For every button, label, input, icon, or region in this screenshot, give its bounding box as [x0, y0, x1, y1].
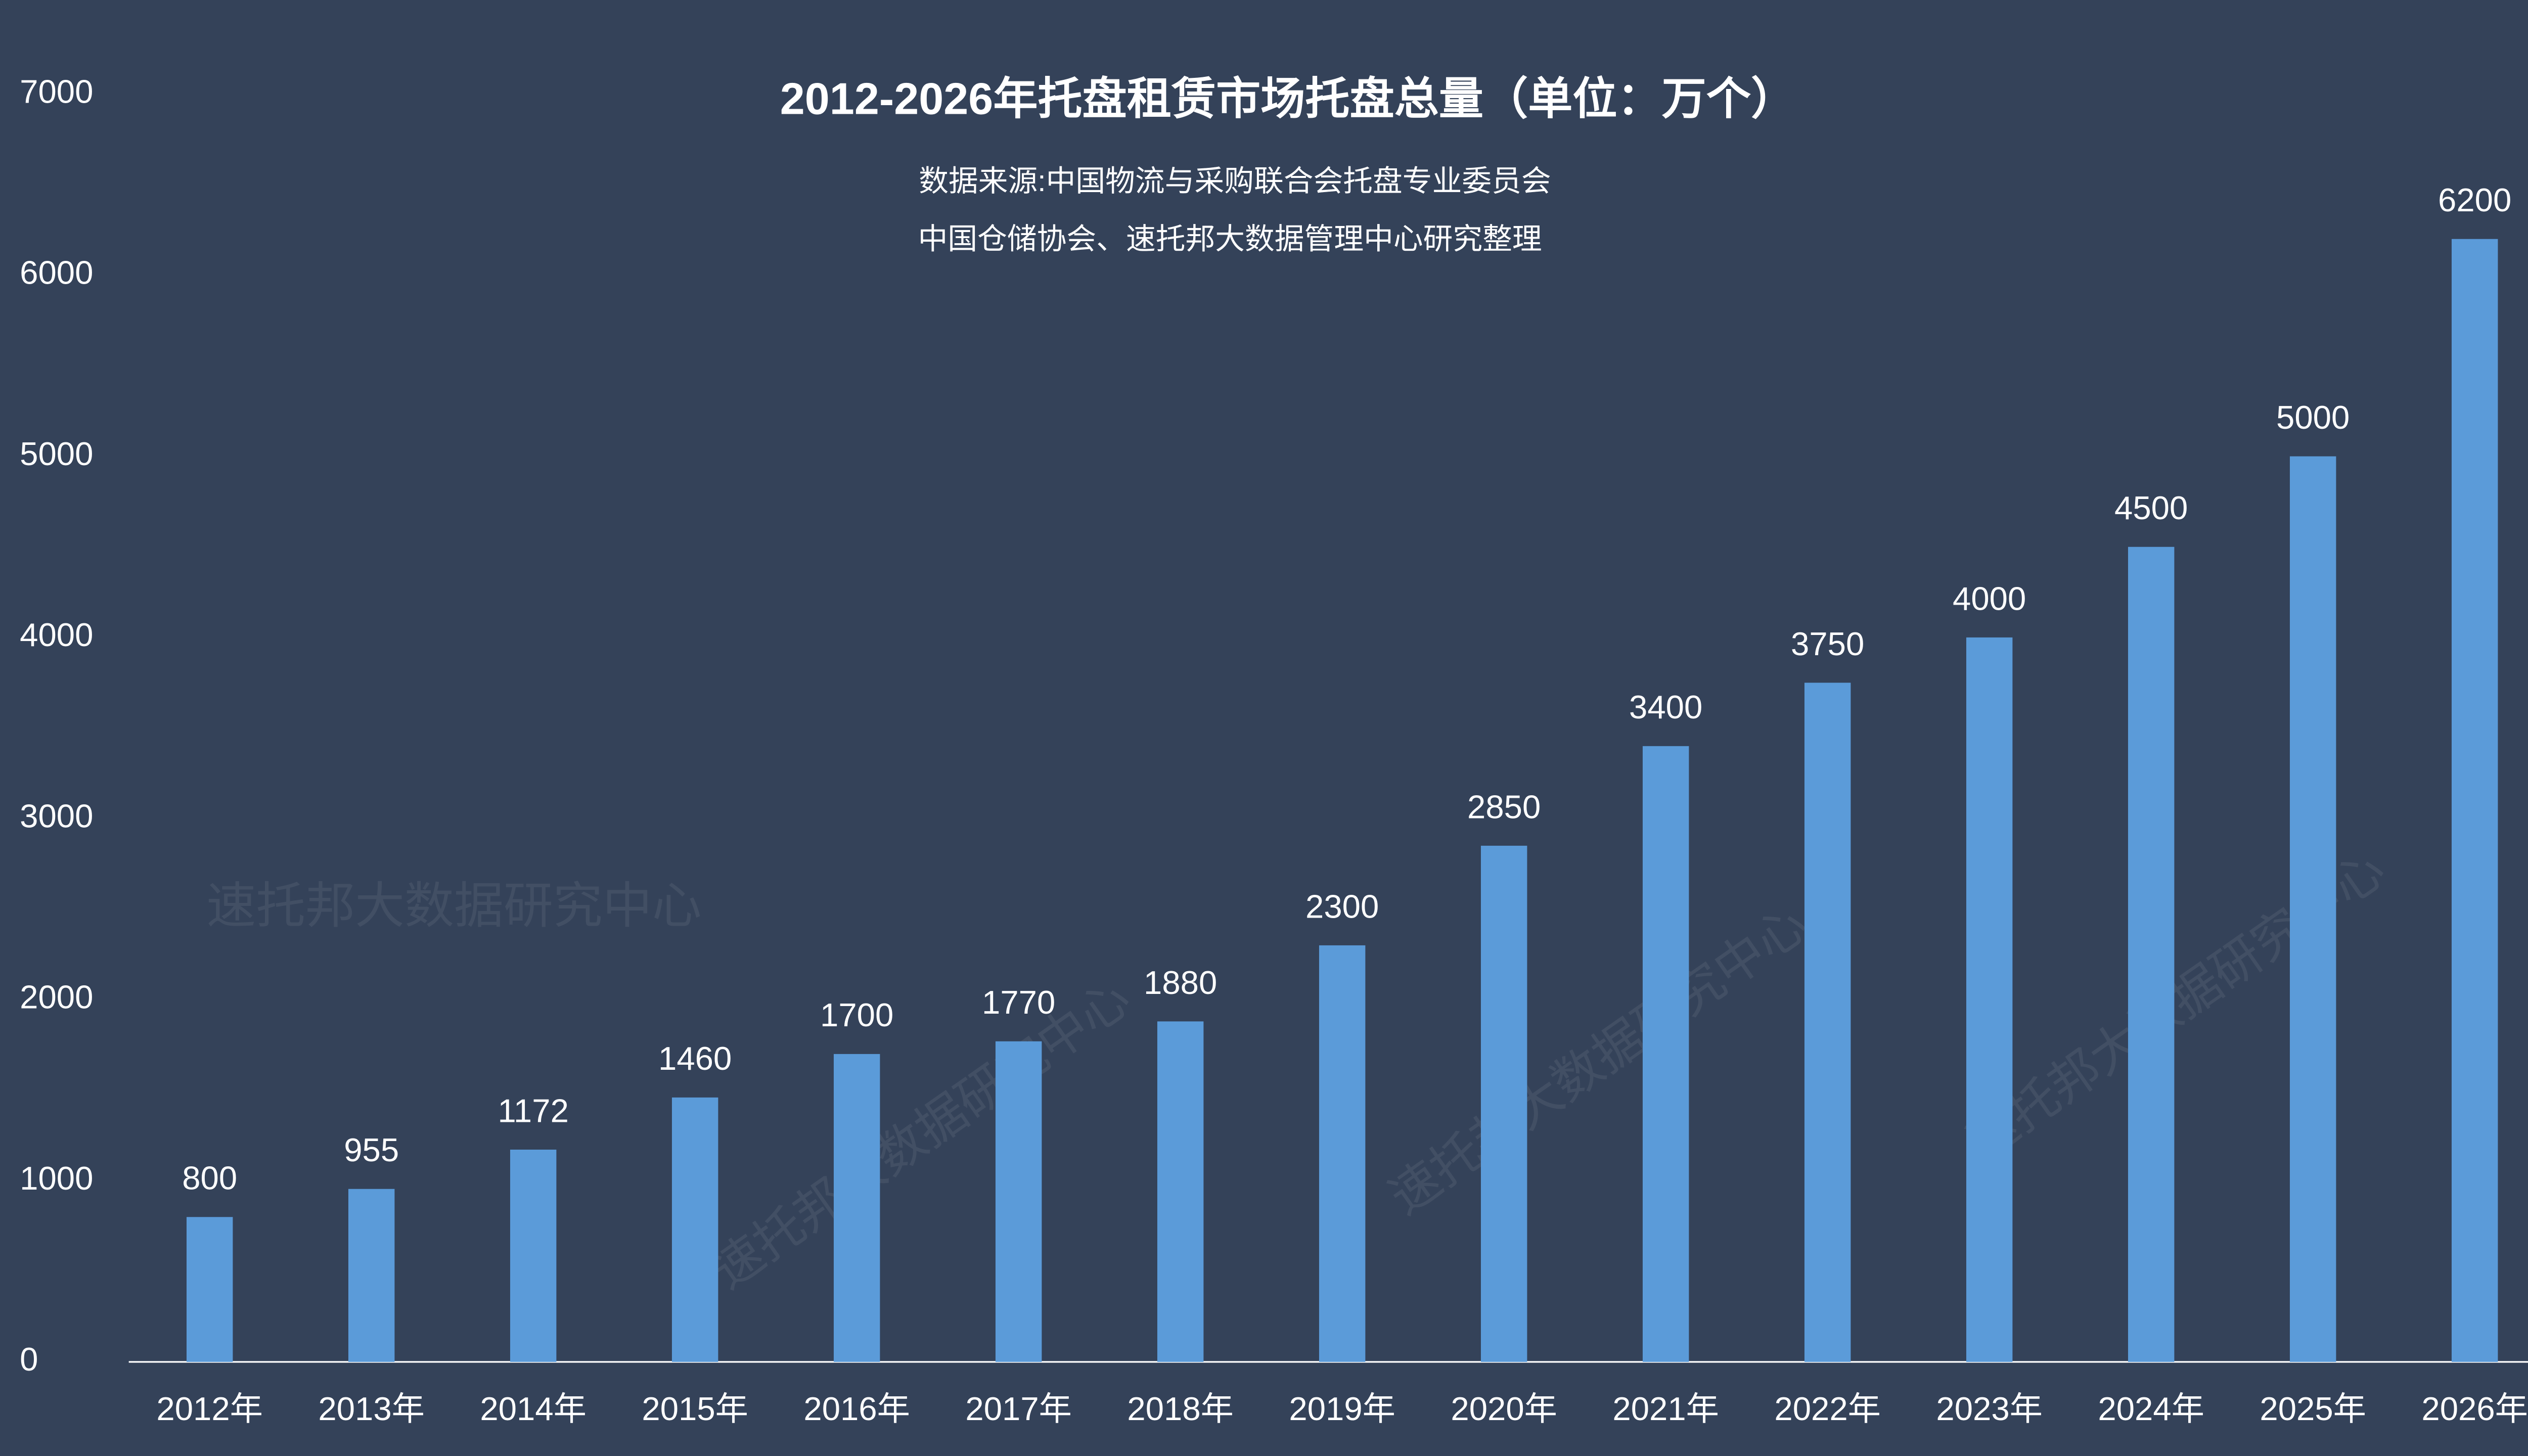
data-label: 2850 — [1467, 788, 1541, 825]
x-tick-label: 2014年 — [480, 1390, 586, 1427]
data-label: 4500 — [2114, 489, 2188, 526]
x-tick-label: 2022年 — [1774, 1390, 1881, 1427]
bar — [186, 1217, 233, 1362]
data-label: 2300 — [1305, 888, 1379, 925]
y-tick-label: 1000 — [20, 1160, 93, 1197]
x-tick-label: 2021年 — [1612, 1390, 1719, 1427]
data-label: 3400 — [1629, 689, 1702, 725]
bar — [348, 1189, 395, 1362]
bar — [995, 1041, 1042, 1362]
bar — [1804, 682, 1851, 1362]
watermark: 速托邦大数据研究中心 — [206, 879, 701, 934]
y-tick-label: 0 — [20, 1341, 38, 1378]
bar — [833, 1054, 880, 1362]
x-tick-label: 2020年 — [1451, 1390, 1557, 1427]
y-tick-label: 2000 — [20, 979, 93, 1016]
data-label: 4000 — [1953, 580, 2026, 617]
data-label: 1172 — [498, 1092, 568, 1129]
x-tick-label: 2016年 — [803, 1390, 910, 1427]
y-tick-label: 4000 — [20, 616, 93, 653]
bar — [510, 1150, 557, 1362]
x-tick-label: 2017年 — [965, 1390, 1072, 1427]
data-label: 6200 — [2438, 181, 2511, 218]
data-label: 3750 — [1791, 625, 1864, 662]
x-tick-label: 2023年 — [1936, 1390, 2043, 1427]
data-label: 955 — [344, 1131, 399, 1168]
bar — [2128, 547, 2175, 1362]
y-tick-label: 6000 — [20, 254, 93, 291]
data-label: 1770 — [982, 984, 1055, 1021]
x-tick-label: 2012年 — [156, 1390, 263, 1427]
bar — [671, 1097, 718, 1362]
x-tick-label: 2015年 — [642, 1390, 748, 1427]
data-label: 1880 — [1144, 964, 1217, 1001]
chart-title: 2012-2026年托盘租赁市场托盘总量（单位：万个） — [780, 74, 1795, 124]
data-label: 5000 — [2276, 399, 2350, 436]
bar — [2289, 456, 2336, 1362]
data-label: 800 — [182, 1160, 237, 1197]
chart-subtitle: 中国仓储协会、速托邦大数据管理中心研究整理 — [918, 222, 1542, 255]
chart-subtitle: 数据来源:中国物流与采购联合会托盘专业委员会 — [919, 165, 1551, 198]
y-tick-label: 7000 — [20, 73, 93, 110]
bar — [1642, 746, 1689, 1362]
data-label: 1460 — [658, 1040, 732, 1077]
bar — [1966, 637, 2013, 1362]
y-tick-label: 3000 — [20, 797, 93, 834]
x-tick-label: 2013年 — [318, 1390, 425, 1427]
bar — [2451, 239, 2498, 1362]
x-tick-label: 2024年 — [2098, 1390, 2204, 1427]
data-label: 1700 — [820, 996, 893, 1033]
y-tick-label: 5000 — [20, 435, 93, 472]
x-tick-label: 2026年 — [2421, 1390, 2528, 1427]
x-tick-label: 2019年 — [1289, 1390, 1395, 1427]
x-tick-label: 2018年 — [1127, 1390, 1234, 1427]
bar — [1480, 845, 1527, 1362]
bar — [1319, 945, 1366, 1362]
bar — [1157, 1021, 1204, 1362]
x-tick-label: 2025年 — [2260, 1390, 2366, 1427]
